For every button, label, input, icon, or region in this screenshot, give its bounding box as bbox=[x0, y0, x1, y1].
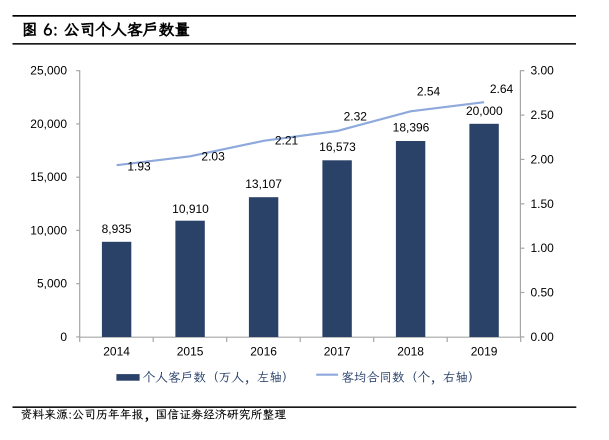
svg-text:1.50: 1.50 bbox=[531, 197, 555, 211]
svg-text:2.50: 2.50 bbox=[531, 108, 555, 122]
svg-text:资料来源:公司历年年报，国信证券经济研究所整理: 资料来源:公司历年年报，国信证券经济研究所整理 bbox=[20, 406, 286, 423]
svg-text:18,396: 18,396 bbox=[393, 121, 430, 135]
svg-text:8,935: 8,935 bbox=[102, 222, 132, 236]
svg-text:0.00: 0.00 bbox=[531, 330, 555, 344]
svg-text:个人客户数（万人，左轴）: 个人客户数（万人，左轴） bbox=[143, 368, 295, 387]
svg-text:16,573: 16,573 bbox=[319, 140, 356, 154]
svg-text:2.54: 2.54 bbox=[417, 85, 441, 99]
svg-text:3.00: 3.00 bbox=[531, 64, 555, 78]
svg-text:0.50: 0.50 bbox=[531, 286, 555, 300]
svg-text:2.03: 2.03 bbox=[201, 150, 225, 164]
svg-text:1.93: 1.93 bbox=[127, 159, 151, 173]
svg-text:2.64: 2.64 bbox=[490, 82, 514, 96]
svg-text:2.21: 2.21 bbox=[275, 133, 299, 147]
svg-text:2016: 2016 bbox=[250, 345, 277, 359]
svg-text:图 6: 公司个人客户数量: 图 6: 公司个人客户数量 bbox=[22, 19, 190, 40]
svg-text:2019: 2019 bbox=[471, 345, 498, 359]
svg-text:10,000: 10,000 bbox=[30, 223, 67, 237]
svg-text:0: 0 bbox=[60, 330, 67, 344]
svg-text:2014: 2014 bbox=[103, 345, 130, 359]
svg-text:2.32: 2.32 bbox=[344, 110, 368, 124]
svg-text:20,000: 20,000 bbox=[30, 117, 67, 131]
svg-text:2015: 2015 bbox=[177, 345, 204, 359]
svg-text:5,000: 5,000 bbox=[37, 277, 67, 291]
svg-text:15,000: 15,000 bbox=[30, 170, 67, 184]
svg-text:20,000: 20,000 bbox=[466, 104, 503, 118]
svg-text:13,107: 13,107 bbox=[245, 177, 282, 191]
svg-text:1.00: 1.00 bbox=[531, 241, 555, 255]
svg-text:2.00: 2.00 bbox=[531, 152, 555, 166]
svg-text:客均合同数（个，右轴）: 客均合同数（个，右轴） bbox=[341, 368, 481, 387]
svg-text:25,000: 25,000 bbox=[30, 64, 67, 78]
svg-text:2018: 2018 bbox=[397, 345, 424, 359]
svg-text:10,910: 10,910 bbox=[172, 202, 209, 216]
svg-text:2017: 2017 bbox=[324, 345, 351, 359]
